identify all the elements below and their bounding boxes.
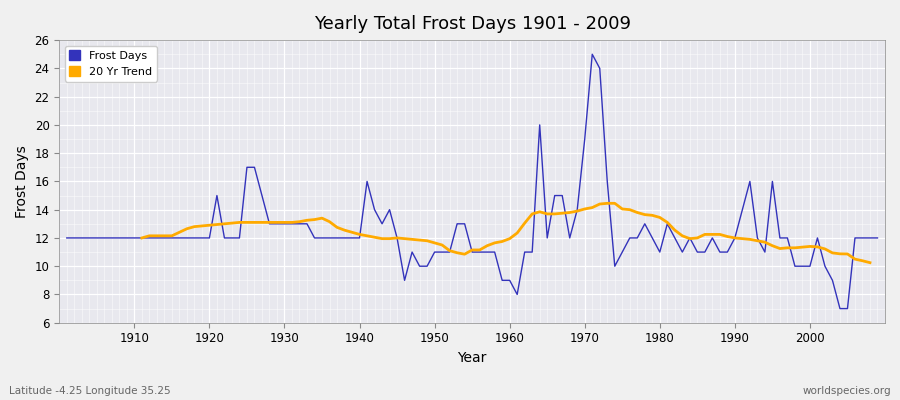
Legend: Frost Days, 20 Yr Trend: Frost Days, 20 Yr Trend (65, 46, 157, 82)
Text: Latitude -4.25 Longitude 35.25: Latitude -4.25 Longitude 35.25 (9, 386, 171, 396)
Text: worldspecies.org: worldspecies.org (803, 386, 891, 396)
Y-axis label: Frost Days: Frost Days (15, 145, 29, 218)
Title: Yearly Total Frost Days 1901 - 2009: Yearly Total Frost Days 1901 - 2009 (313, 15, 631, 33)
X-axis label: Year: Year (457, 351, 487, 365)
